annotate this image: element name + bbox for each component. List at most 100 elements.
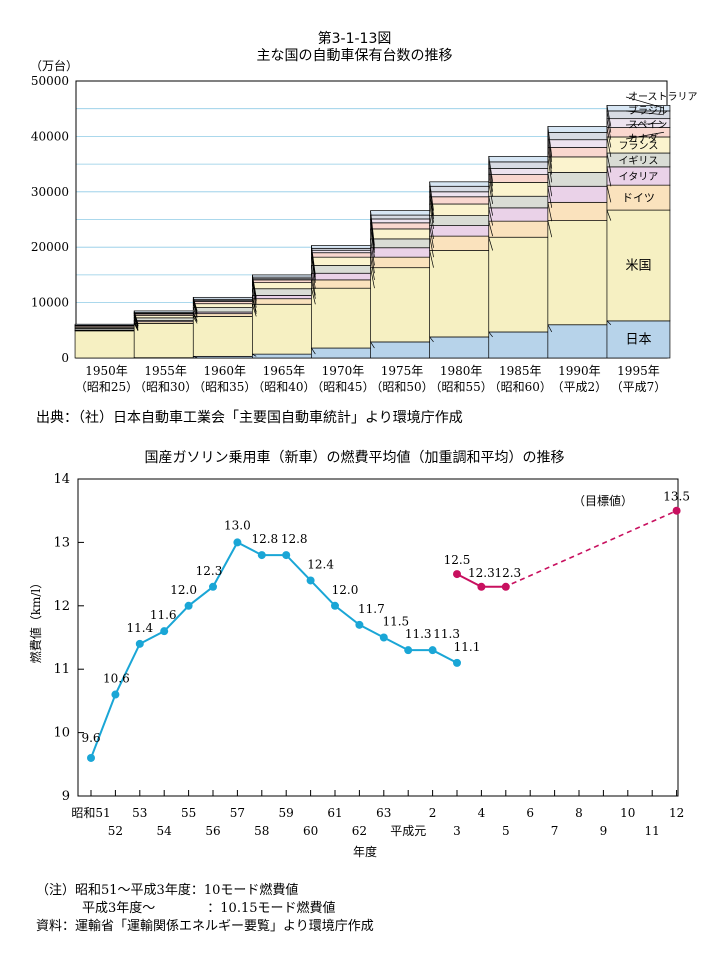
connector-line [547, 156, 553, 183]
y-tick-label: 10 [53, 726, 70, 741]
bar-segment [606, 184, 671, 211]
data-label: 12.3 [468, 566, 495, 580]
data-label: 11.4 [126, 621, 153, 635]
connector-line [133, 310, 139, 325]
x-tick-sublabel: （昭和50） [370, 380, 433, 394]
connector-line [311, 273, 316, 296]
data-point [257, 551, 266, 560]
data-point [160, 627, 169, 636]
x-tick-label: 5 [502, 824, 510, 838]
x-axis-label: 年度 [353, 844, 377, 859]
connector-line [192, 311, 198, 321]
x-tick-label: 54 [157, 824, 173, 838]
x-tick-label: 平成元 [390, 824, 426, 838]
leader-line [625, 122, 664, 126]
x-tick-label: 53 [132, 806, 147, 820]
connector-line [133, 320, 139, 331]
data-label: 13.0 [224, 518, 251, 532]
connector-line [311, 279, 316, 299]
x-tick-label: 12 [669, 806, 684, 820]
connector-line [547, 147, 553, 175]
data-label: 12.0 [170, 583, 197, 597]
data-point [453, 658, 461, 667]
x-tick-label: 1995年 [617, 364, 660, 378]
x-tick-label: 3 [453, 824, 461, 838]
x-tick-label: 57 [230, 806, 245, 820]
connector-line [488, 196, 493, 216]
connector-line [547, 220, 553, 238]
data-point [184, 601, 193, 610]
x-tick-sublabel: （昭和35） [193, 380, 256, 394]
x-tick-label: 60 [303, 824, 318, 838]
connector-line [429, 191, 434, 219]
x-tick-label: 52 [108, 824, 123, 838]
y-tick-label: 0 [61, 351, 69, 365]
series-label: スペイン [628, 120, 667, 131]
x-tick-label: 1960年 [203, 364, 246, 378]
connector-line [252, 353, 257, 357]
x-tick-label: 1990年 [558, 364, 601, 378]
connector-line [547, 132, 553, 162]
connector-line [429, 225, 434, 248]
connector-line [192, 316, 198, 324]
x-tick-label: 6 [526, 806, 534, 820]
connector-line [429, 236, 434, 258]
bar-segment [429, 250, 493, 338]
y-tick-label: 30000 [31, 185, 69, 199]
connector-line [547, 186, 553, 208]
data-label: 12.3 [494, 566, 521, 580]
data-point [355, 620, 364, 629]
connector-line [370, 257, 375, 280]
x-tick-sublabel: （平成7） [611, 380, 667, 394]
x-tick-label: 1950年 [85, 364, 128, 378]
data-label: 11.6 [150, 608, 177, 622]
connector-line [547, 126, 553, 157]
stacked-bar-chart: （万台） 0 10000 20000 30000 40000 50000 1950年 （昭和2… [30, 58, 698, 394]
bar-segment [547, 220, 612, 326]
data-point [87, 753, 95, 762]
chart2-title: 国産ガソリン乗用車（新車）の燃費平均値（加重調和平均）の推移 [144, 450, 565, 466]
x-tick-label: 1955年 [144, 364, 187, 378]
bar-segment [192, 316, 257, 357]
y-tick-label: 9 [62, 789, 70, 804]
bar-segment [488, 236, 553, 333]
x-tick-label: 58 [254, 824, 269, 838]
data-point [209, 582, 217, 591]
data-point [379, 633, 388, 642]
series-label: イタリア [619, 171, 659, 183]
x-tick-label: 55 [181, 806, 196, 820]
series-label: 米国 [625, 258, 651, 273]
connector-line [488, 161, 493, 187]
x-tick-label: 4 [478, 806, 486, 820]
series-label: オーストラリア [628, 91, 698, 103]
data-point [111, 690, 120, 699]
connector-line [370, 341, 375, 349]
x-tick-label: 昭和51 [71, 806, 110, 820]
note-line-1: （注）昭和51～平成3年度：10モード燃費値 [36, 883, 299, 898]
figure-number: 第3-1-13図 [317, 31, 392, 47]
connector-line [488, 331, 493, 338]
series-label: カナダ [628, 132, 658, 145]
connector-line [370, 267, 375, 289]
connector-line [311, 265, 316, 289]
data-label: 12.3 [196, 564, 223, 578]
connector-line [252, 295, 257, 313]
note-line-2: 平成3年度～ ：10.15モード燃費値 [82, 901, 336, 916]
x-tick-label: 9 [600, 824, 608, 838]
data-label: 10.6 [103, 672, 130, 686]
y-tick-label: 20000 [31, 240, 69, 254]
x-tick-sublabel: （昭和40） [252, 380, 315, 394]
target-point [672, 506, 681, 515]
x-tick-label: 2 [429, 806, 437, 820]
y-tick-label: 10000 [31, 296, 69, 310]
x-tick-label: 59 [279, 806, 294, 820]
x-tick-sublabel: （昭和60） [489, 380, 552, 394]
connector-line [252, 282, 257, 304]
connector-line [429, 186, 434, 216]
data-label: 12.5 [444, 553, 471, 567]
y-tick-label: 14 [53, 472, 70, 487]
y-axis-label: 燃費値（km/l） [28, 577, 43, 664]
data-label: 11.5 [382, 615, 409, 629]
connector-line [606, 110, 612, 133]
data-point [477, 582, 486, 591]
